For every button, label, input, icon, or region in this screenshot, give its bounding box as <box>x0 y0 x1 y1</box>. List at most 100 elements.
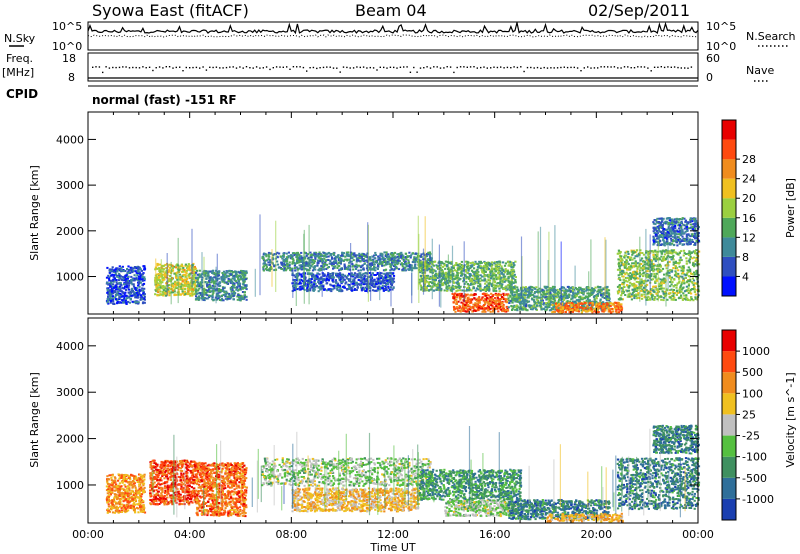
range-cell <box>333 257 336 260</box>
range-cell <box>217 273 220 275</box>
range-cell <box>203 274 206 277</box>
range-cell <box>231 293 234 296</box>
range-cell <box>179 267 182 270</box>
range-cell <box>413 267 416 270</box>
range-cell <box>388 257 391 260</box>
range-cell <box>294 269 297 272</box>
range-cell <box>484 262 487 265</box>
nave-tick-high: 60 <box>706 52 720 65</box>
range-cell <box>119 277 122 279</box>
range-cell <box>111 280 114 282</box>
range-cell <box>298 264 301 267</box>
range-cell <box>237 294 240 297</box>
nave-point <box>352 67 355 69</box>
nave-point <box>279 66 281 68</box>
range-cell <box>327 252 330 255</box>
range-cell <box>317 254 320 257</box>
range-cell <box>240 272 243 275</box>
range-cell <box>305 284 308 287</box>
range-cell <box>466 287 469 289</box>
range-cell <box>265 255 268 258</box>
range-cell <box>185 283 188 285</box>
nave-point <box>282 66 284 68</box>
range-cell <box>306 263 309 266</box>
range-cell <box>128 301 131 304</box>
power-scatter-cells <box>105 214 701 314</box>
range-cell <box>289 254 292 257</box>
range-cell <box>507 279 510 282</box>
range-cell <box>212 290 215 293</box>
range-cell <box>380 254 383 257</box>
nave-point <box>302 66 305 69</box>
range-cell <box>139 281 142 284</box>
range-cell <box>316 272 319 275</box>
range-cell <box>134 295 137 298</box>
range-cell <box>159 275 162 278</box>
range-cell <box>267 261 270 264</box>
range-cell <box>124 270 127 272</box>
range-cell <box>156 281 159 284</box>
nave-point <box>597 67 599 69</box>
range-cell <box>175 293 178 296</box>
range-cell <box>239 278 242 281</box>
range-cell <box>392 260 395 262</box>
range-cell <box>180 277 183 280</box>
range-cell <box>212 276 215 279</box>
nave-point <box>684 67 686 69</box>
range-cell <box>229 296 233 299</box>
range-cell <box>396 253 399 256</box>
range-cell <box>187 268 190 271</box>
range-cell <box>495 305 498 308</box>
range-cell <box>114 298 117 301</box>
range-cell <box>143 267 146 270</box>
range-cell <box>170 288 174 291</box>
range-cell <box>455 302 458 305</box>
range-cell <box>465 310 468 313</box>
range-cell <box>126 277 129 280</box>
range-cell <box>125 277 128 280</box>
range-cell <box>167 280 170 283</box>
nave-point <box>125 66 127 68</box>
range-cell <box>321 261 324 264</box>
range-cell <box>234 280 238 283</box>
range-cell <box>318 260 321 263</box>
range-cell <box>470 289 473 292</box>
range-cell <box>415 258 418 261</box>
range-cell <box>136 287 139 290</box>
range-cell <box>133 267 136 270</box>
range-cell <box>158 294 161 297</box>
range-cell <box>460 294 463 297</box>
range-cell <box>354 268 358 270</box>
range-cell <box>130 269 134 272</box>
range-cell <box>196 296 199 299</box>
range-cell <box>137 272 140 274</box>
range-cell <box>498 274 501 277</box>
nave-point <box>643 66 646 68</box>
nave-point <box>573 66 575 69</box>
range-cell <box>352 285 355 288</box>
range-cell <box>494 270 497 273</box>
range-cell <box>229 280 232 283</box>
range-cell <box>506 271 510 274</box>
nave-point <box>135 66 137 69</box>
range-cell <box>141 287 144 290</box>
range-cell <box>343 263 346 266</box>
range-cell <box>302 262 305 264</box>
range-cell <box>190 290 193 293</box>
range-cell <box>364 283 368 286</box>
range-cell <box>238 288 241 291</box>
range-cell <box>117 292 120 295</box>
range-cell <box>137 291 140 294</box>
range-cell <box>189 281 192 284</box>
range-cell <box>111 269 114 272</box>
range-cell <box>116 302 119 305</box>
range-cell <box>107 293 110 296</box>
range-cell <box>397 258 400 261</box>
range-cell <box>489 271 492 274</box>
range-cell <box>296 260 299 263</box>
range-cell <box>107 302 110 305</box>
range-cell <box>184 293 187 296</box>
nave-point <box>637 66 639 68</box>
range-cell <box>238 271 241 274</box>
range-cell <box>325 255 328 258</box>
